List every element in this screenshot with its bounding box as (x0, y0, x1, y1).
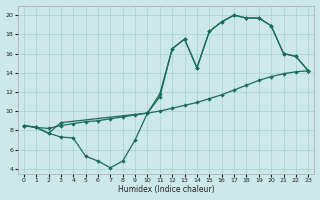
X-axis label: Humidex (Indice chaleur): Humidex (Indice chaleur) (118, 185, 214, 194)
